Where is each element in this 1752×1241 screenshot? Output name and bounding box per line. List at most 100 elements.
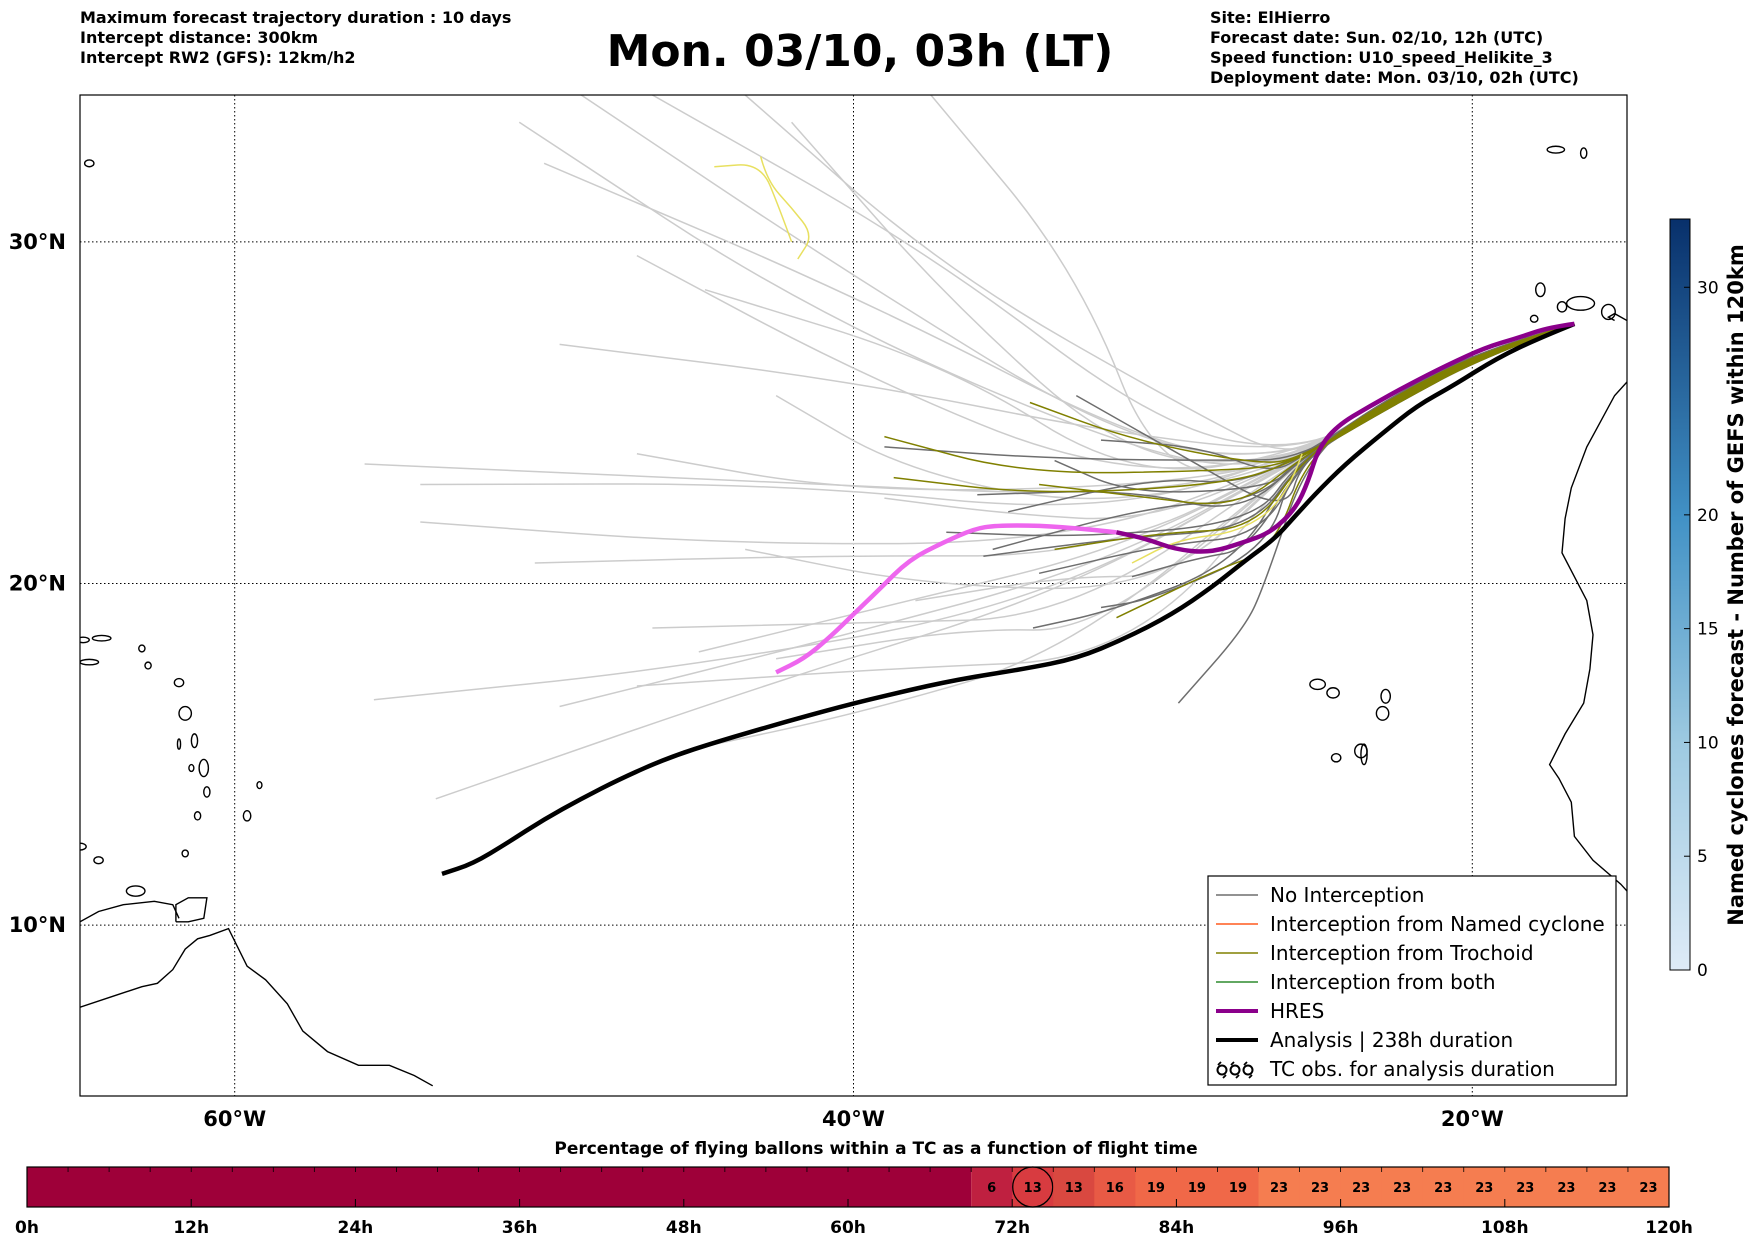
bar-cell-value: 23: [1270, 1181, 1288, 1196]
island-outline: [91, 634, 112, 642]
island-outline: [1309, 678, 1327, 691]
island-outline: [80, 658, 100, 666]
island-outline: [1529, 314, 1539, 323]
bar-tick-label: 24h: [338, 1218, 374, 1238]
island-outline: [1375, 705, 1390, 721]
bar-cell-value: 13: [1065, 1181, 1083, 1196]
bar-tick-label: 0h: [15, 1218, 39, 1238]
legend-label: TC obs. for analysis duration: [1269, 1057, 1555, 1081]
header-forecast-date: Forecast date: Sun. 02/10, 12h (UTC): [1210, 28, 1544, 47]
ensemble-track: [636, 323, 1575, 491]
bar-tick-label: 72h: [994, 1218, 1030, 1238]
bar-cell: [1135, 1167, 1177, 1207]
bar-cell: [1299, 1167, 1342, 1207]
header-intercept-distance: Intercept distance: 300km: [80, 28, 319, 47]
bar-cell-value: 23: [1639, 1181, 1657, 1196]
colorbar-tick-label: 10: [1697, 733, 1719, 753]
trochoid-track: [1039, 323, 1575, 505]
bar-cell-value: 23: [1516, 1181, 1534, 1196]
ensemble-track: [744, 95, 1575, 450]
bar-cell-value: 16: [1106, 1181, 1124, 1196]
trochoid-track: [893, 323, 1575, 493]
island-outline: [93, 856, 104, 865]
bar-tick-label: 108h: [1481, 1218, 1529, 1238]
bar-cell-value: 23: [1475, 1181, 1493, 1196]
hres-track-extension: [775, 523, 1117, 675]
bar-tick-label: 60h: [830, 1218, 866, 1238]
bar-cell: [1053, 1167, 1095, 1207]
bar-cell: [1176, 1167, 1218, 1207]
no-interception-track: [1008, 323, 1575, 513]
trochoid-track: [1054, 323, 1575, 551]
bar-title: Percentage of flying ballons within a TC…: [554, 1139, 1198, 1159]
header-site: Site: ElHierro: [1210, 8, 1331, 27]
lat-tick-label: 20°N: [9, 572, 66, 596]
page-title: Mon. 03/10, 03h (LT): [606, 26, 1114, 77]
island-outline: [125, 885, 146, 897]
bar-cell: [1422, 1167, 1465, 1207]
colorbar-ticks: 0 5 10 15 20 30: [1684, 278, 1719, 981]
bar-cell-value: 19: [1188, 1181, 1206, 1196]
colorbar: 0 5 10 15 20 30 Named cyclones forecast - Num…: [1669, 218, 1748, 981]
colorbar-gradient: [1669, 218, 1691, 971]
header-speed-function: Speed function: U10_speed_Helikite_3: [1210, 48, 1553, 67]
lat-tick-label: 30°N: [9, 230, 66, 254]
island-outline: [1546, 145, 1566, 154]
tc-symbol-icon: [1216, 1061, 1254, 1079]
bar-ticks: 0h 12h 24h 36h 48h 60h 72h 84h 96h 108h 120h: [15, 1199, 1693, 1238]
bar-tick-label: 84h: [1159, 1218, 1195, 1238]
ensemble-track: [373, 323, 1575, 701]
legend: No Interception Interception from Named c…: [1207, 875, 1617, 1086]
island-outline: [181, 849, 189, 858]
coastline: [175, 897, 208, 923]
colorbar-tick-label: 20: [1697, 506, 1719, 526]
coastline: [80, 927, 434, 1087]
header-deployment-date: Deployment date: Mon. 03/10, 02h (UTC): [1210, 68, 1579, 87]
bar-cell-value: 23: [1352, 1181, 1370, 1196]
ensemble-track: [420, 323, 1575, 506]
legend-label: Interception from Trochoid: [1270, 941, 1534, 965]
island-outline: [193, 811, 202, 821]
island-outline: [242, 810, 252, 822]
bar-cell: [1504, 1167, 1547, 1207]
island-outline: [1535, 282, 1546, 298]
trajectory-map: 60°W 40°W 20°W 30°N 20°N 10°N No Interception…: [9, 94, 1748, 1131]
island-outline: [203, 786, 211, 798]
bar-cell: [1586, 1167, 1629, 1207]
island-outline: [80, 842, 87, 851]
island-outline: [138, 644, 146, 653]
island-outline: [1565, 295, 1596, 311]
bar-cell: [1545, 1167, 1588, 1207]
bar-zero-region: [27, 1167, 972, 1207]
island-outline: [144, 661, 152, 670]
bar-cells: 6 13 13 16 19 19 19 23 23 23 23 23 23 23 23 23 23: [27, 1166, 1670, 1208]
map-frame: [79, 94, 1628, 1097]
island-outline: [1600, 303, 1616, 321]
bar-tick-label: 36h: [502, 1218, 538, 1238]
tc-percentage-bar: 6 13 13 16 19 19 19 23 23 23 23 23 23 23 23 23 23 0h 12h 2…: [15, 1166, 1693, 1238]
header-intercept-rw2: Intercept RW2 (GFS): 12km/h2: [80, 48, 356, 67]
island-outline: [1635, 290, 1669, 304]
island-outline: [1380, 688, 1392, 704]
island-outline: [173, 677, 185, 688]
colorbar-tick-label: 5: [1697, 847, 1708, 867]
axis-labels: 60°W 40°W 20°W 30°N 20°N 10°N: [9, 230, 1504, 1131]
island-outline: [176, 738, 182, 750]
bar-cell: [1381, 1167, 1424, 1207]
bar-cell: [971, 1167, 1013, 1207]
bar-tick-label: 48h: [666, 1218, 702, 1238]
yellow-track: [759, 156, 810, 260]
legend-label: Interception from both: [1270, 970, 1496, 994]
bar-cell-value: 23: [1598, 1181, 1616, 1196]
no-interception-track: [1032, 323, 1575, 629]
bar-tick-label: 12h: [173, 1218, 209, 1238]
header-right: Site: ElHierro Forecast date: Sun. 02/10…: [1210, 8, 1579, 88]
legend-label: Analysis | 238h duration: [1270, 1028, 1513, 1052]
bar-cell: [1463, 1167, 1506, 1207]
bar-cell: [1094, 1167, 1136, 1207]
island-outline: [190, 733, 199, 749]
bar-cell: [1340, 1167, 1383, 1207]
island-outline: [256, 780, 263, 790]
legend-label: HRES: [1270, 999, 1324, 1023]
main-tracks: [441, 321, 1576, 877]
